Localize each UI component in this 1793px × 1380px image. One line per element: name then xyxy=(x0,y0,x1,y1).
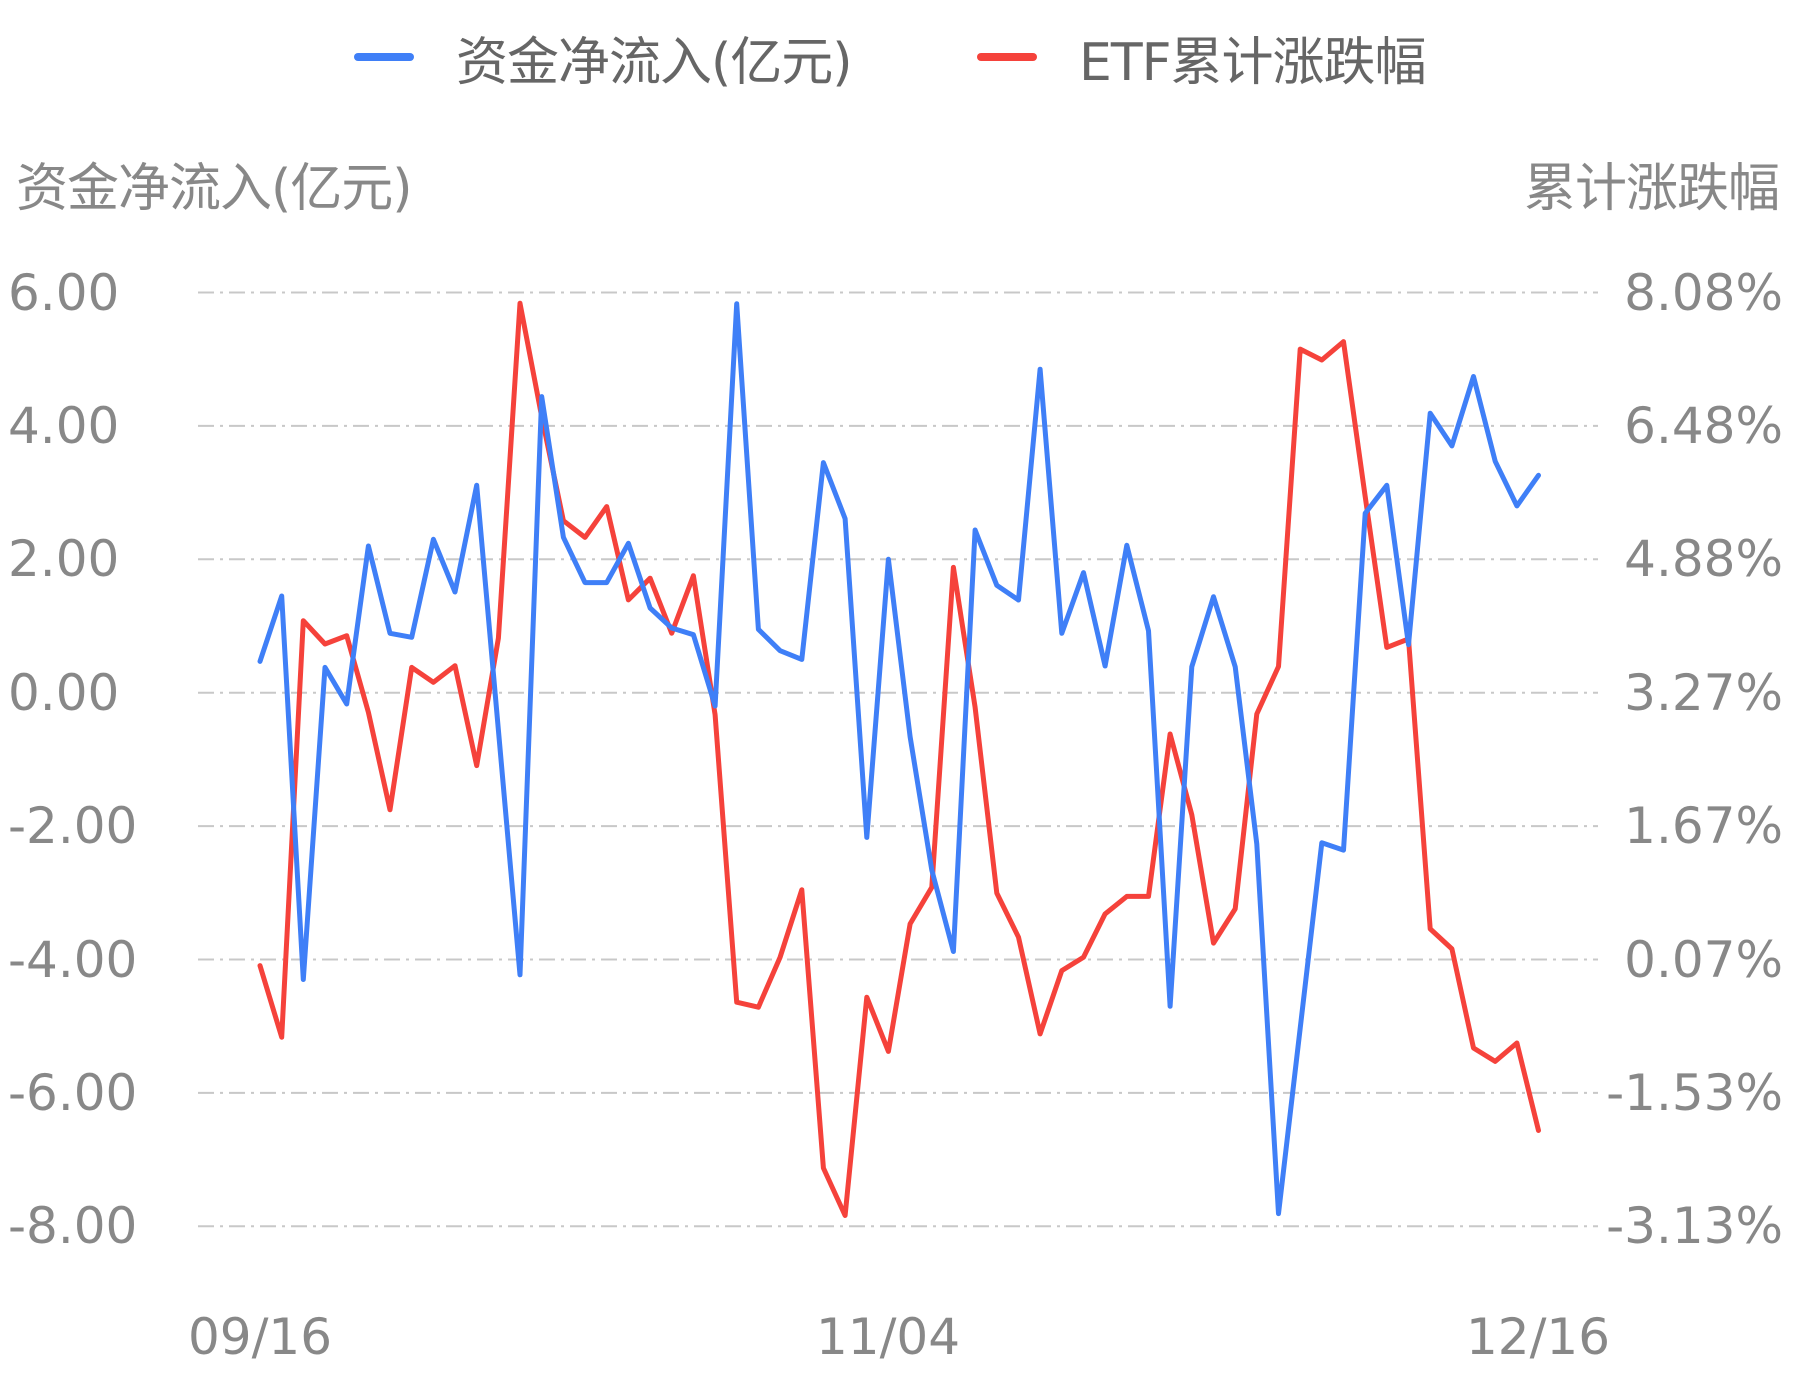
legend-swatch-red xyxy=(977,53,1037,61)
right-tick: 3.27% xyxy=(1624,664,1783,722)
x-tick: 11/04 xyxy=(815,1308,961,1366)
right-tick: -3.13% xyxy=(1606,1197,1783,1255)
grid-lines xyxy=(198,291,1598,1228)
left-tick: 0.00 xyxy=(8,664,120,722)
left-tick: -8.00 xyxy=(8,1197,138,1255)
etf-return-line xyxy=(257,300,1541,1218)
right-axis-title: 累计涨跌幅 xyxy=(1523,159,1780,219)
right-tick: 4.88% xyxy=(1624,530,1783,588)
right-tick: -1.53% xyxy=(1606,1064,1783,1122)
right-tick: 6.48% xyxy=(1624,397,1783,455)
left-axis-title: 资金净流入(亿元) xyxy=(16,159,413,219)
x-tick: 09/16 xyxy=(187,1308,333,1366)
left-tick: -2.00 xyxy=(8,797,138,855)
legend-label: 资金净流入(亿元) xyxy=(456,32,853,93)
legend-item-net-inflow[interactable]: 资金净流入(亿元) xyxy=(354,22,853,93)
legend-label: ETF累计涨跌幅 xyxy=(1079,32,1427,93)
left-tick: 2.00 xyxy=(8,530,120,588)
legend-item-etf-return[interactable]: ETF累计涨跌幅 xyxy=(977,22,1427,93)
left-tick: -4.00 xyxy=(8,931,138,989)
net-inflow-line xyxy=(257,301,1541,1217)
left-tick: 6.00 xyxy=(8,264,120,322)
left-tick: -6.00 xyxy=(8,1064,138,1122)
left-tick: 4.00 xyxy=(8,397,120,455)
legend: 资金净流入(亿元) ETF累计涨跌幅 xyxy=(0,22,1793,93)
legend-swatch-blue xyxy=(354,53,414,61)
right-tick: 0.07% xyxy=(1624,931,1783,989)
right-tick: 1.67% xyxy=(1624,797,1783,855)
right-tick: 8.08% xyxy=(1624,264,1783,322)
x-tick: 12/16 xyxy=(1465,1308,1611,1366)
